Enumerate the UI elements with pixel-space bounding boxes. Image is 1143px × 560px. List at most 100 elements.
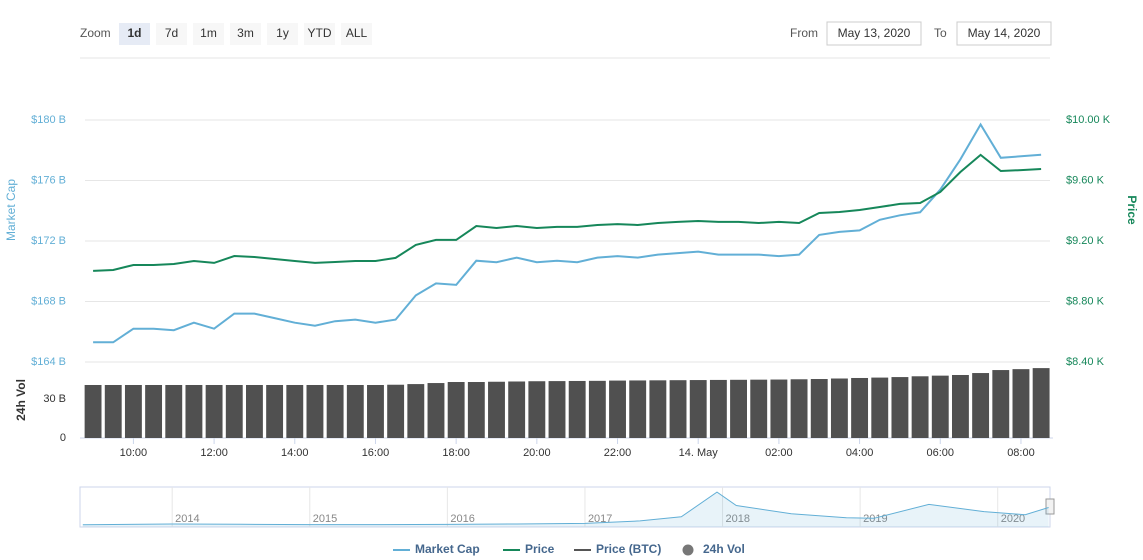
navigator-tick-label: 2016 [450, 513, 474, 525]
zoom-button-bg[interactable] [267, 23, 298, 45]
zoom-button-label[interactable]: ALL [346, 26, 368, 40]
volume-bar [669, 380, 687, 438]
x-tick-label: 20:00 [523, 447, 551, 459]
y2-tick-label: $10.00 K [1066, 114, 1111, 126]
volume-bar [346, 384, 364, 438]
navigator-tick-label: 2017 [588, 513, 612, 525]
zoom-button[interactable]: ALL [341, 23, 372, 45]
volume-bar [1032, 368, 1050, 438]
zoom-button-bg[interactable] [230, 23, 261, 45]
zoom-button-label[interactable]: 1m [200, 26, 217, 40]
volume-bar [810, 379, 828, 438]
zoom-button-label[interactable]: 3m [237, 26, 254, 40]
zoom-button[interactable]: YTD [304, 23, 335, 45]
zoom-button[interactable]: 1d [119, 23, 150, 45]
from-input[interactable] [826, 21, 922, 46]
legend-label[interactable]: Price [525, 542, 555, 556]
volume-bar [306, 384, 324, 438]
from-date[interactable]: May 13, 2020 [838, 26, 911, 40]
y2-tick-label: $9.20 K [1066, 235, 1105, 247]
volume-bar [225, 384, 243, 438]
zoom-buttons: 1d 7d 1m 3m 1y YTD ALL [119, 23, 372, 45]
volume-bar [367, 384, 384, 438]
zoom-button[interactable]: 7d [156, 23, 187, 45]
zoom-button-bg[interactable] [119, 23, 150, 45]
legend-item[interactable]: 24h Vol [682, 542, 745, 556]
volume-bar [427, 383, 445, 438]
volume-bar [629, 380, 647, 438]
zoom-button-label[interactable]: 1y [276, 26, 289, 40]
x-tick-label: 02:00 [765, 447, 793, 459]
y-tick-label: $180 B [31, 114, 66, 126]
series-line [93, 153, 1042, 272]
y-tick-label: $164 B [31, 356, 66, 368]
volume-bar [770, 379, 788, 438]
zoom-button[interactable]: 3m [230, 23, 261, 45]
zoom-button-label[interactable]: 1d [127, 26, 141, 40]
navigator-handle[interactable] [1045, 498, 1055, 515]
navigator-area [82, 492, 1049, 527]
y3-tick-label: 0 [60, 432, 66, 444]
volume-bar [911, 376, 929, 438]
legend-label[interactable]: Market Cap [415, 542, 480, 556]
volume-bar [165, 384, 183, 438]
x-tick-label: 14:00 [281, 447, 309, 459]
y-tick-label: $168 B [31, 295, 66, 307]
x-tick-label: 18:00 [442, 447, 470, 459]
to-date[interactable]: May 14, 2020 [968, 26, 1041, 40]
volume-bar [266, 384, 284, 438]
navigator-tick-label: 2018 [726, 513, 750, 525]
zoom-label: Zoom [80, 26, 111, 40]
volume-bar [387, 384, 405, 438]
volume-bar [689, 380, 707, 438]
x-tick-label: 06:00 [927, 447, 955, 459]
volume-bar [951, 374, 969, 438]
x-tick-label: 16:00 [362, 447, 390, 459]
zoom-button[interactable]: 1m [193, 23, 224, 45]
zoom-button-label[interactable]: 7d [165, 26, 178, 40]
y3-axis-title: 24h Vol [14, 379, 28, 421]
volume-bar [709, 379, 727, 438]
legend-label[interactable]: 24h Vol [703, 542, 745, 556]
legend-item[interactable]: Market Cap [393, 542, 480, 556]
x-tick-label: 08:00 [1007, 447, 1035, 459]
volume-bar [992, 370, 1010, 438]
zoom-button-bg[interactable] [304, 23, 335, 45]
navigator-line [82, 491, 1049, 526]
volume-bar [750, 379, 768, 438]
volume-bar [528, 381, 546, 438]
volume-bar [407, 384, 425, 438]
y2-tick-label: $8.80 K [1066, 295, 1105, 307]
volume-bar [467, 382, 485, 438]
from-label: From [790, 26, 818, 40]
navigator-tick-label: 2020 [1001, 513, 1025, 525]
legend-symbol[interactable] [682, 544, 694, 556]
to-input[interactable] [956, 21, 1052, 46]
navigator-tick-label: 2015 [313, 513, 337, 525]
zoom-button[interactable]: 1y [267, 23, 298, 45]
volume-bar [104, 384, 122, 438]
y-tick-label: $176 B [31, 174, 66, 186]
x-tick-label: 12:00 [200, 447, 228, 459]
volume-bar [871, 377, 889, 438]
legend-label[interactable]: Price (BTC) [596, 542, 661, 556]
zoom-button-bg[interactable] [156, 23, 187, 45]
navigator-tick-label: 2014 [175, 513, 199, 525]
y2-tick-label: $9.60 K [1066, 174, 1105, 186]
volume-bar [205, 384, 223, 438]
volume-bar [488, 381, 505, 438]
volume-bar [286, 384, 304, 438]
volume-bar [931, 375, 949, 438]
volume-bar [124, 384, 142, 438]
zoom-button-label[interactable]: YTD [308, 26, 332, 40]
zoom-button-bg[interactable] [193, 23, 224, 45]
y-axis-title: Market Cap [4, 179, 18, 241]
volume-bar [245, 384, 263, 438]
legend-item[interactable]: Price [503, 542, 555, 556]
volume-bar [447, 382, 465, 438]
legend-item[interactable]: Price (BTC) [574, 542, 661, 556]
volume-bar [185, 384, 203, 438]
zoom-button-bg[interactable] [341, 23, 372, 45]
volume-bar [609, 380, 626, 438]
